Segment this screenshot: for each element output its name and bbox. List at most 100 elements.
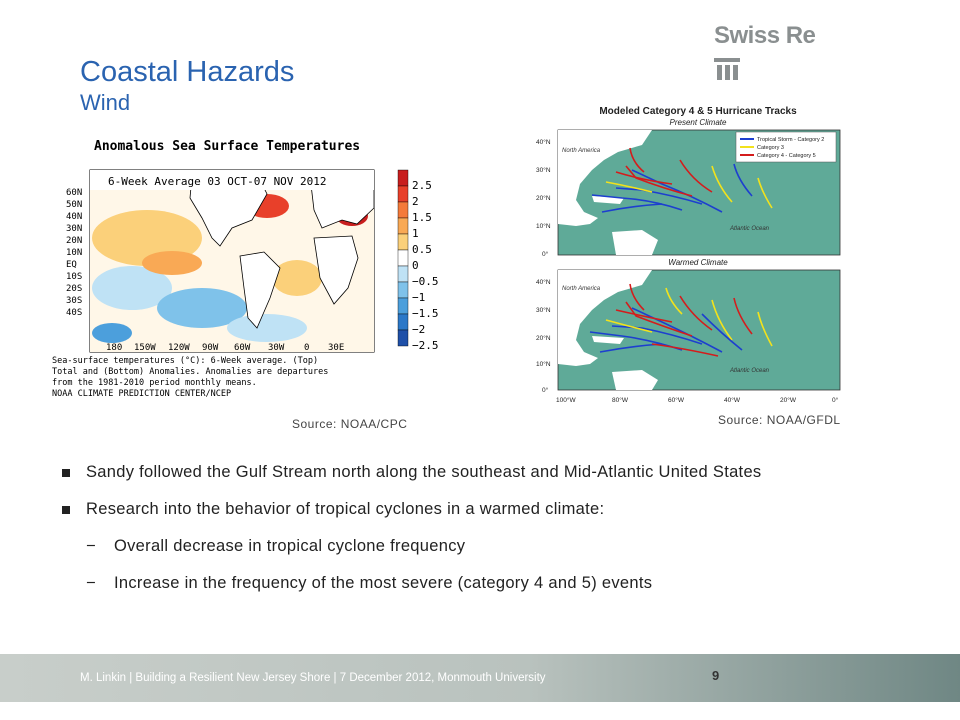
lon-label: 60W [234, 343, 251, 353]
colorbar-swatch [397, 249, 409, 267]
lon-label: 0 [304, 343, 309, 353]
colorbar-label: 2.5 [412, 179, 432, 192]
tracks-legend [735, 131, 837, 163]
bullet-text: Sandy followed the Gulf Stream north alo… [86, 463, 762, 481]
lat-label: 30S [66, 296, 82, 306]
hurricane-tracks-figure: Modeled Category 4 & 5 Hurricane Tracks … [536, 106, 841, 404]
lat-label: 20°N [536, 334, 551, 342]
bullet-text: Research into the behavior of tropical c… [86, 500, 605, 518]
dash-bullet-icon: − [86, 574, 96, 592]
page-number: 9 [712, 668, 720, 683]
lat-label: 60N [66, 188, 82, 198]
lat-label: 30°N [536, 306, 551, 314]
caption-line: Total and (Bottom) Anomalies. Anomalies … [52, 367, 328, 377]
lat-label: EQ [66, 260, 77, 270]
colorbar-label: 2 [412, 195, 419, 208]
lat-label: 40°N [536, 278, 551, 286]
logo-text: Swiss Re [714, 22, 816, 49]
caption-line: Sea-surface temperatures (°C): 6-Week av… [52, 356, 318, 366]
lon-label: 80°W [612, 396, 629, 404]
page-title: Coastal Hazards [80, 56, 295, 88]
lat-label: 10N [66, 248, 82, 258]
colorbar-swatch [397, 201, 409, 219]
colorbar-label: 1 [412, 227, 419, 240]
lat-label: 40N [66, 212, 82, 222]
north-america-label: North America [562, 286, 601, 292]
sst-credit: NOAA CLIMATE PREDICTION CENTER/NCEP [52, 389, 231, 399]
colorbar-swatch [397, 297, 409, 315]
colorbar-label: −1.5 [412, 307, 439, 320]
sst-panel-title: 6-Week Average 03 OCT-07 NOV 2012 [108, 175, 327, 188]
sst-caption: Sea-surface temperatures (°C): 6-Week av… [52, 356, 328, 399]
lon-label: 150W [134, 343, 156, 353]
legend-entry: Category 4 - Category 5 [757, 153, 816, 159]
sub-bullet-text: Overall decrease in tropical cyclone fre… [114, 537, 466, 555]
colorbar-label: −2 [412, 323, 425, 336]
sst-anomaly-figure: Anomalous Sea Surface Temperatures 6-Wee… [52, 139, 439, 399]
page-subtitle: Wind [80, 90, 131, 115]
present-climate-label: Present Climate [670, 118, 727, 127]
lat-label: 10°N [536, 222, 551, 230]
colorbar-label: 1.5 [412, 211, 432, 224]
warmed-climate-map: North America Atlantic Ocean [557, 269, 841, 391]
colorbar-swatch [397, 281, 409, 299]
present-climate-map: North America Atlantic Ocean Tropical St… [557, 129, 841, 256]
colorbar-label: −1 [412, 291, 425, 304]
dash-bullet-icon: − [86, 537, 96, 555]
sst-colorbar-labels: 2.5 2 1.5 1 0.5 0 −0.5 −1 −1.5 −2 −2.5 [412, 179, 439, 352]
colorbar-label: −0.5 [412, 275, 439, 288]
lon-label: 20°W [780, 396, 797, 404]
legend-entry: Category 3 [757, 145, 784, 151]
atlantic-ocean-label: Atlantic Ocean [729, 368, 770, 374]
legend-entry: Tropical Storm - Category 2 [757, 137, 824, 143]
lat-label: 40°N [536, 138, 551, 146]
lon-label: 30E [328, 343, 344, 353]
sst-lat-labels: 60N 50N 40N 30N 20N 10N EQ 10S 20S 30S 4… [66, 188, 82, 318]
colorbar-swatch [397, 265, 409, 283]
lat-label: 0° [542, 250, 549, 258]
lon-label: 0° [832, 396, 839, 404]
colorbar-label: 0 [412, 259, 419, 272]
bullet-list: Sandy followed the Gulf Stream north alo… [62, 460, 902, 608]
colorbar-swatch [397, 217, 409, 235]
colorbar-swatch [397, 313, 409, 331]
sub-bullet-item: − Overall decrease in tropical cyclone f… [62, 534, 902, 559]
sst-panel-title-bg [90, 170, 374, 190]
sub-bullet-text: Increase in the frequency of the most se… [114, 574, 653, 592]
lat-label: 40S [66, 308, 82, 318]
lat-label: 10°N [536, 360, 551, 368]
lon-label: 100°W [556, 396, 576, 404]
sst-continents [189, 173, 375, 329]
lat-label: 50N [66, 200, 82, 210]
lat-label: 20S [66, 284, 82, 294]
lat-label: 10S [66, 272, 82, 282]
sst-lon-labels: 180 150W 120W 90W 60W 30W 0 30E [106, 343, 344, 353]
lon-label: 40°W [724, 396, 741, 404]
sst-figure-title: Anomalous Sea Surface Temperatures [94, 139, 360, 154]
square-bullet-icon [62, 469, 70, 477]
lon-label: 60°W [668, 396, 685, 404]
lat-label: 30°N [536, 166, 551, 174]
warmed-climate-label: Warmed Climate [668, 258, 728, 267]
tracks-lon-labels: 100°W 80°W 60°W 40°W 20°W 0° [556, 396, 839, 404]
atlantic-ocean-label: Atlantic Ocean [729, 226, 770, 232]
colorbar-label: 0.5 [412, 243, 432, 256]
north-america-label: North America [562, 148, 601, 154]
caption-line: from the 1981-2010 period monthly means. [52, 378, 257, 388]
square-bullet-icon [62, 506, 70, 514]
tracks-lat-labels: 40°N 30°N 20°N 10°N 0° 40°N 30°N 20°N 10… [536, 138, 551, 394]
lat-label: 20N [66, 236, 82, 246]
tracks-title: Modeled Category 4 & 5 Hurricane Tracks [599, 106, 797, 117]
lat-label: 30N [66, 224, 82, 234]
lon-label: 120W [168, 343, 190, 353]
bullet-item: Research into the behavior of tropical c… [62, 497, 902, 522]
colorbar-label: −2.5 [412, 339, 439, 352]
lat-label: 0° [542, 386, 549, 394]
colorbar-swatch [397, 329, 409, 347]
footer-text: M. Linkin | Building a Resilient New Jer… [80, 672, 546, 684]
lat-label: 20°N [536, 194, 551, 202]
swiss-re-mark-icon [714, 58, 740, 80]
colorbar-swatch [397, 185, 409, 203]
swiss-re-logo: Swiss Re [714, 22, 816, 80]
lon-label: 30W [268, 343, 285, 353]
